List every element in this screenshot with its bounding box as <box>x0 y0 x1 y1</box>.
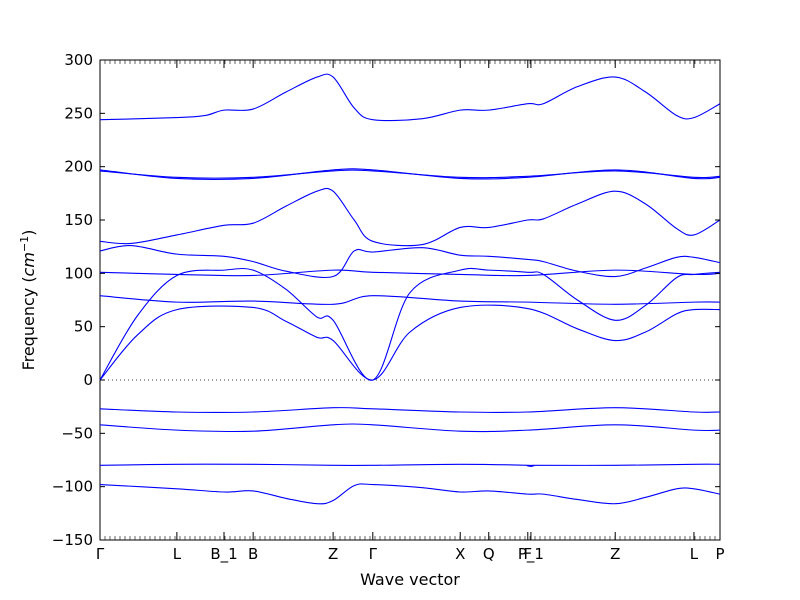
x-tick-label: P_1 <box>518 545 544 564</box>
y-axis-title: Frequency (cm−1) <box>18 230 39 371</box>
x-axis-title: Wave vector <box>360 570 460 589</box>
y-axis-ticks: 300 250 200 150 100 50 0 −50 −100 −150 <box>52 51 720 549</box>
band-line-11 <box>99 423 721 433</box>
y-tick-label: 50 <box>74 318 93 336</box>
x-tick-label: L <box>690 545 699 563</box>
band-line-4 <box>99 187 721 247</box>
band-line-3 <box>99 169 721 179</box>
y-tick-label: −100 <box>52 478 93 496</box>
band-line-12 <box>99 463 721 467</box>
y-tick-label: 300 <box>64 51 93 69</box>
x-tick-label: Γ <box>96 545 105 563</box>
x-tick-label: X <box>455 545 465 563</box>
x-tick-label: B <box>248 545 258 563</box>
band-line-1 <box>99 73 721 122</box>
series-group <box>99 73 721 505</box>
x-tick-label: Z <box>328 545 338 563</box>
band-line-6 <box>99 267 721 381</box>
band-line-9 <box>99 295 721 305</box>
band-line-5 <box>99 245 721 279</box>
x-tick-label: B_1 <box>210 545 237 564</box>
x-tick-label: F <box>523 545 532 563</box>
y-tick-label: 250 <box>64 104 93 122</box>
y-tick-label: 200 <box>64 158 93 176</box>
x-tick-label: Q <box>483 545 495 563</box>
band-line-8 <box>99 304 721 381</box>
band-line-13 <box>99 483 721 505</box>
y-tick-label: 100 <box>64 264 93 282</box>
x-axis-minor-ticks <box>99 60 721 540</box>
x-tick-label: Γ <box>369 545 378 563</box>
x-tick-label: L <box>173 545 182 563</box>
band-line-10 <box>99 407 721 414</box>
band-line-7 <box>99 269 721 277</box>
x-axis-ticks: Γ L B_1 B Z Γ X Q FP_1 Z L P <box>96 60 725 564</box>
x-tick-label: Z <box>610 545 620 563</box>
y-tick-label: 0 <box>83 371 93 389</box>
y-tick-label: −150 <box>52 531 93 549</box>
y-tick-label: 150 <box>64 211 93 229</box>
plot-area <box>99 59 721 541</box>
x-tick-label: P <box>715 545 724 563</box>
y-tick-label: −50 <box>61 424 93 442</box>
